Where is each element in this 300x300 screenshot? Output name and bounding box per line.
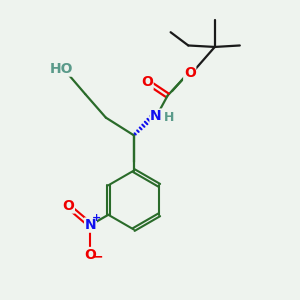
Text: O: O [62, 199, 74, 213]
Text: O: O [141, 75, 153, 89]
Text: N: N [85, 218, 96, 232]
Text: O: O [184, 66, 196, 80]
Text: H: H [164, 111, 174, 124]
Text: N: N [150, 109, 162, 123]
Text: O: O [85, 248, 96, 262]
Text: +: + [92, 213, 102, 223]
Text: −: − [92, 249, 103, 263]
Text: HO: HO [50, 62, 74, 76]
